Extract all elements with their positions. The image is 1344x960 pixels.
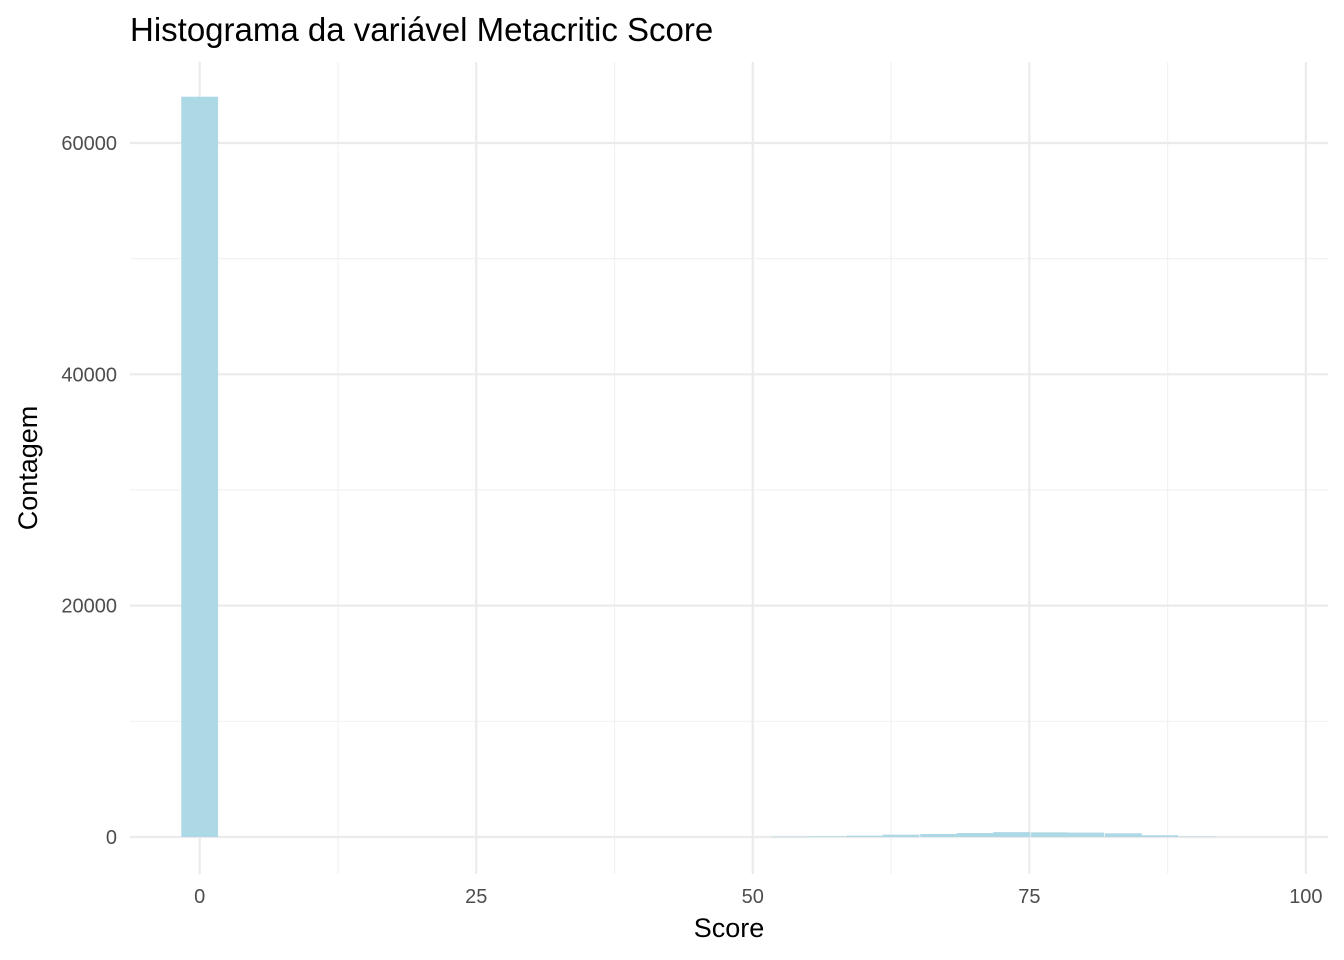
x-axis-title: Score — [694, 913, 765, 943]
x-tick-label: 0 — [194, 886, 205, 908]
histogram-bar — [1030, 832, 1068, 837]
histogram-bar — [956, 833, 994, 837]
histogram-bar — [920, 833, 958, 837]
y-tick-label: 0 — [106, 827, 117, 849]
y-axis-title: Contagem — [13, 406, 43, 531]
histogram-bar — [181, 96, 219, 837]
chart-title: Histograma da variável Metacritic Score — [130, 11, 713, 48]
y-tick-label: 60000 — [61, 133, 117, 155]
minor-gridlines — [130, 62, 1328, 874]
x-tick-label: 100 — [1289, 886, 1322, 908]
major-gridlines — [130, 62, 1328, 874]
histogram-bar — [846, 835, 883, 837]
x-tick-label: 25 — [465, 886, 487, 908]
x-axis-tick-labels: 0 25 50 75 100 — [194, 886, 1322, 908]
histogram-bar — [1104, 833, 1142, 837]
x-tick-label: 75 — [1018, 886, 1040, 908]
histogram-bars — [181, 96, 1216, 838]
x-tick-label: 50 — [742, 886, 764, 908]
y-axis-tick-labels: 0 20000 40000 60000 — [61, 133, 117, 849]
histogram-bar — [771, 836, 809, 838]
histogram-bar — [1067, 832, 1105, 837]
histogram-bar — [882, 834, 920, 837]
y-tick-label: 40000 — [61, 364, 117, 386]
histogram-bar — [808, 836, 846, 837]
histogram-bar — [1179, 836, 1216, 838]
y-tick-label: 20000 — [61, 596, 117, 618]
histogram-bar — [993, 832, 1031, 837]
histogram-bar — [1141, 835, 1179, 837]
